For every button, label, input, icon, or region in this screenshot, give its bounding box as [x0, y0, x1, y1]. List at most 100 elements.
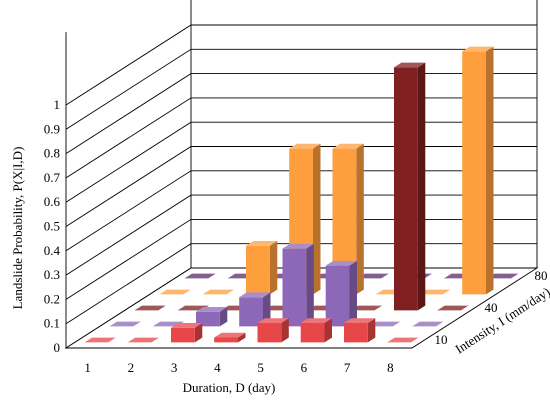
bar-side	[356, 143, 364, 295]
bar-top	[257, 318, 289, 323]
bar	[196, 307, 228, 327]
bar-top	[412, 321, 444, 327]
bar-front	[282, 248, 307, 327]
bar-top	[394, 62, 426, 68]
bar-front	[325, 265, 350, 327]
y-tick-label: 0.8	[44, 146, 60, 161]
bar-top	[109, 321, 141, 327]
bar-front	[394, 67, 418, 311]
bar-front	[171, 327, 195, 343]
bar-top	[344, 318, 376, 323]
bar-top	[419, 289, 451, 295]
bar-top	[300, 318, 332, 323]
y-tick-label: 0.9	[44, 121, 60, 136]
bar	[282, 243, 314, 327]
z-tick-label: 40	[485, 300, 498, 315]
bar-top	[487, 273, 519, 279]
bar	[239, 292, 271, 327]
bar-top	[437, 305, 469, 311]
y-axis-title: Landslide Probability, P(X|I,D)	[10, 147, 25, 310]
bar	[246, 241, 278, 295]
z-tick-label: 10	[435, 332, 448, 347]
bar-side	[219, 307, 228, 327]
bar-side	[281, 318, 289, 343]
bar-top	[214, 332, 246, 338]
bar-side	[313, 143, 321, 295]
bar-top	[387, 337, 419, 343]
bar	[387, 337, 419, 343]
x-axis-title: Duration, D (day)	[183, 380, 276, 395]
bar-top	[325, 260, 357, 266]
bar	[184, 273, 216, 279]
y-tick-labels: 0 0.1 0.2 0.3 0.4 0.5 0.6 0.7 0.8 0.9 1	[44, 97, 61, 355]
x-tick-label: 2	[128, 360, 135, 375]
bar-side	[367, 318, 376, 343]
z-tick-labels: 10 40 80	[435, 268, 548, 347]
bar	[344, 318, 376, 343]
chart-bars	[84, 46, 519, 343]
bar-top	[159, 289, 191, 295]
bar-top	[289, 143, 321, 149]
bar-top	[171, 323, 203, 328]
bar-front	[246, 245, 270, 295]
bar-front	[344, 323, 368, 343]
bar-front	[332, 148, 357, 295]
y-tick-label: 0.5	[44, 219, 60, 234]
y-tick-label: 0.4	[44, 243, 61, 258]
bar-top	[134, 305, 166, 311]
bar-side	[324, 318, 332, 343]
bar-top	[369, 321, 401, 327]
bar	[300, 318, 332, 343]
bar	[487, 273, 519, 279]
bar-side	[306, 243, 314, 327]
bar	[84, 337, 116, 343]
bar	[257, 318, 289, 343]
bar	[412, 321, 444, 327]
bar-top	[246, 241, 278, 246]
bar-side	[417, 62, 426, 311]
bar-front	[300, 323, 325, 343]
bar-top	[127, 337, 159, 343]
bar-front	[462, 51, 486, 295]
bar	[109, 321, 141, 327]
y-tick-label: 0.1	[44, 316, 60, 331]
bar-top	[282, 243, 314, 249]
x-tick-label: 1	[84, 360, 91, 375]
y-tick-label: 0.7	[44, 170, 61, 185]
bar	[357, 273, 389, 279]
bar-front	[257, 323, 282, 343]
bar	[325, 260, 357, 327]
bar-side	[349, 260, 357, 327]
bar-top	[196, 307, 228, 312]
bar	[419, 289, 451, 295]
bar-side	[263, 292, 271, 327]
chart-walls	[65, 0, 538, 349]
y-tick-label: 0.3	[44, 267, 60, 282]
bar	[134, 305, 166, 311]
bar	[171, 323, 203, 343]
x-tick-label: 4	[214, 360, 221, 375]
bar-top	[84, 337, 116, 343]
bar	[332, 143, 364, 295]
bar	[394, 62, 426, 311]
bar	[127, 337, 159, 343]
x-tick-label: 3	[171, 360, 178, 375]
bar-side	[269, 241, 278, 295]
bar-front	[214, 337, 238, 343]
x-tick-label: 7	[344, 360, 351, 375]
bar	[369, 321, 401, 327]
bar	[159, 289, 191, 295]
bar-top	[350, 305, 382, 311]
x-tick-label: 8	[387, 360, 394, 375]
y-tick-label: 0.6	[44, 194, 61, 209]
bar	[350, 305, 382, 311]
z-tick-label: 80	[535, 268, 548, 283]
bar	[202, 289, 234, 295]
x-tick-label: 5	[257, 360, 264, 375]
bar-top	[462, 46, 494, 52]
x-tick-labels: 1 2 3 4 5 6 7 8	[84, 360, 393, 375]
y-tick-label: 1	[54, 97, 61, 112]
bar-top	[357, 273, 389, 279]
y-tick-label: 0.2	[44, 291, 60, 306]
